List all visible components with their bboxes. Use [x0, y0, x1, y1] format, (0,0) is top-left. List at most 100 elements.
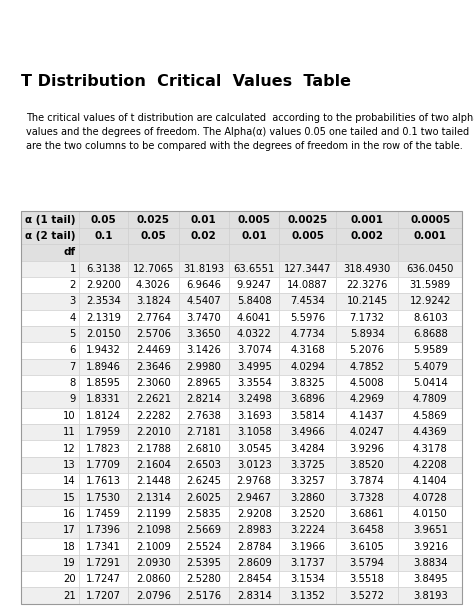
Bar — [128, 211, 179, 228]
Bar — [21, 244, 79, 261]
Bar — [179, 211, 229, 228]
Bar — [336, 228, 399, 244]
Bar — [79, 293, 128, 310]
Bar — [336, 489, 399, 506]
Bar — [128, 555, 179, 571]
Bar — [229, 293, 280, 310]
Text: 8.6103: 8.6103 — [413, 313, 447, 322]
Bar — [128, 424, 179, 440]
Bar — [179, 571, 229, 587]
Bar — [21, 326, 79, 342]
Text: 0.025: 0.025 — [137, 215, 170, 224]
Bar — [179, 440, 229, 457]
Text: 4.7734: 4.7734 — [290, 329, 325, 339]
Bar — [21, 310, 79, 326]
Text: 5.5976: 5.5976 — [290, 313, 325, 322]
Bar — [280, 473, 336, 489]
Bar — [229, 555, 280, 571]
Bar — [128, 473, 179, 489]
Text: 14: 14 — [63, 476, 76, 486]
Bar — [128, 342, 179, 359]
Bar — [21, 408, 79, 424]
Text: df: df — [64, 248, 76, 257]
Text: 3.3257: 3.3257 — [290, 476, 325, 486]
Bar — [336, 440, 399, 457]
Text: 17: 17 — [63, 525, 76, 535]
Bar — [336, 244, 399, 261]
Bar — [128, 359, 179, 375]
Bar — [399, 424, 462, 440]
Bar — [336, 571, 399, 587]
Bar — [336, 310, 399, 326]
Bar — [229, 359, 280, 375]
Text: 13: 13 — [63, 460, 76, 470]
Text: 5.9589: 5.9589 — [413, 346, 448, 356]
Bar — [229, 342, 280, 359]
Text: 4.7809: 4.7809 — [413, 395, 447, 405]
Bar — [21, 391, 79, 408]
Text: 3.6458: 3.6458 — [350, 525, 384, 535]
Bar — [336, 522, 399, 538]
Bar — [336, 211, 399, 228]
Text: 4.6041: 4.6041 — [237, 313, 272, 322]
Text: 6.9646: 6.9646 — [186, 280, 221, 290]
Bar — [280, 244, 336, 261]
Bar — [336, 375, 399, 391]
Text: 3.6861: 3.6861 — [350, 509, 384, 519]
Bar — [79, 342, 128, 359]
Bar — [79, 326, 128, 342]
Text: 4.3026: 4.3026 — [136, 280, 171, 290]
Text: 6: 6 — [69, 346, 76, 356]
Bar — [179, 489, 229, 506]
Text: α (1 tail): α (1 tail) — [25, 215, 76, 224]
Bar — [229, 440, 280, 457]
Bar — [179, 261, 229, 277]
Bar — [399, 293, 462, 310]
Bar — [21, 587, 79, 604]
Bar — [128, 391, 179, 408]
Bar — [21, 359, 79, 375]
Bar — [128, 261, 179, 277]
Text: 5.0414: 5.0414 — [413, 378, 447, 388]
Text: 3.5814: 3.5814 — [290, 411, 325, 421]
Text: 0.005: 0.005 — [238, 215, 271, 224]
Bar — [79, 506, 128, 522]
Bar — [179, 408, 229, 424]
Bar — [399, 506, 462, 522]
Text: 3.5272: 3.5272 — [350, 591, 384, 601]
Bar — [399, 391, 462, 408]
Text: 3.9216: 3.9216 — [413, 542, 448, 552]
Bar — [399, 408, 462, 424]
Text: 4.3168: 4.3168 — [290, 346, 325, 356]
Bar — [21, 538, 79, 555]
Text: 0.002: 0.002 — [351, 231, 383, 241]
Text: 3.8520: 3.8520 — [350, 460, 384, 470]
Text: 2.7638: 2.7638 — [186, 411, 221, 421]
Text: 2.9467: 2.9467 — [237, 493, 272, 503]
Text: 2.1448: 2.1448 — [136, 476, 171, 486]
Text: 0.005: 0.005 — [291, 231, 324, 241]
Text: 3.5794: 3.5794 — [350, 558, 384, 568]
Text: 4.1437: 4.1437 — [350, 411, 384, 421]
Text: 3.0123: 3.0123 — [237, 460, 272, 470]
Text: 7.4534: 7.4534 — [290, 297, 325, 306]
Bar — [399, 375, 462, 391]
Bar — [179, 538, 229, 555]
Bar — [280, 506, 336, 522]
Text: 4.5407: 4.5407 — [186, 297, 221, 306]
Text: 3.0545: 3.0545 — [237, 444, 272, 454]
Bar — [79, 440, 128, 457]
Bar — [229, 473, 280, 489]
Bar — [336, 359, 399, 375]
Text: 0.1: 0.1 — [94, 231, 113, 241]
Bar — [79, 359, 128, 375]
Bar — [229, 457, 280, 473]
Bar — [336, 391, 399, 408]
Text: 18: 18 — [63, 542, 76, 552]
Bar — [280, 522, 336, 538]
Bar — [128, 375, 179, 391]
Text: 3.8325: 3.8325 — [290, 378, 325, 388]
Bar — [280, 440, 336, 457]
Text: 2.8609: 2.8609 — [237, 558, 272, 568]
Text: 12.9242: 12.9242 — [410, 297, 451, 306]
